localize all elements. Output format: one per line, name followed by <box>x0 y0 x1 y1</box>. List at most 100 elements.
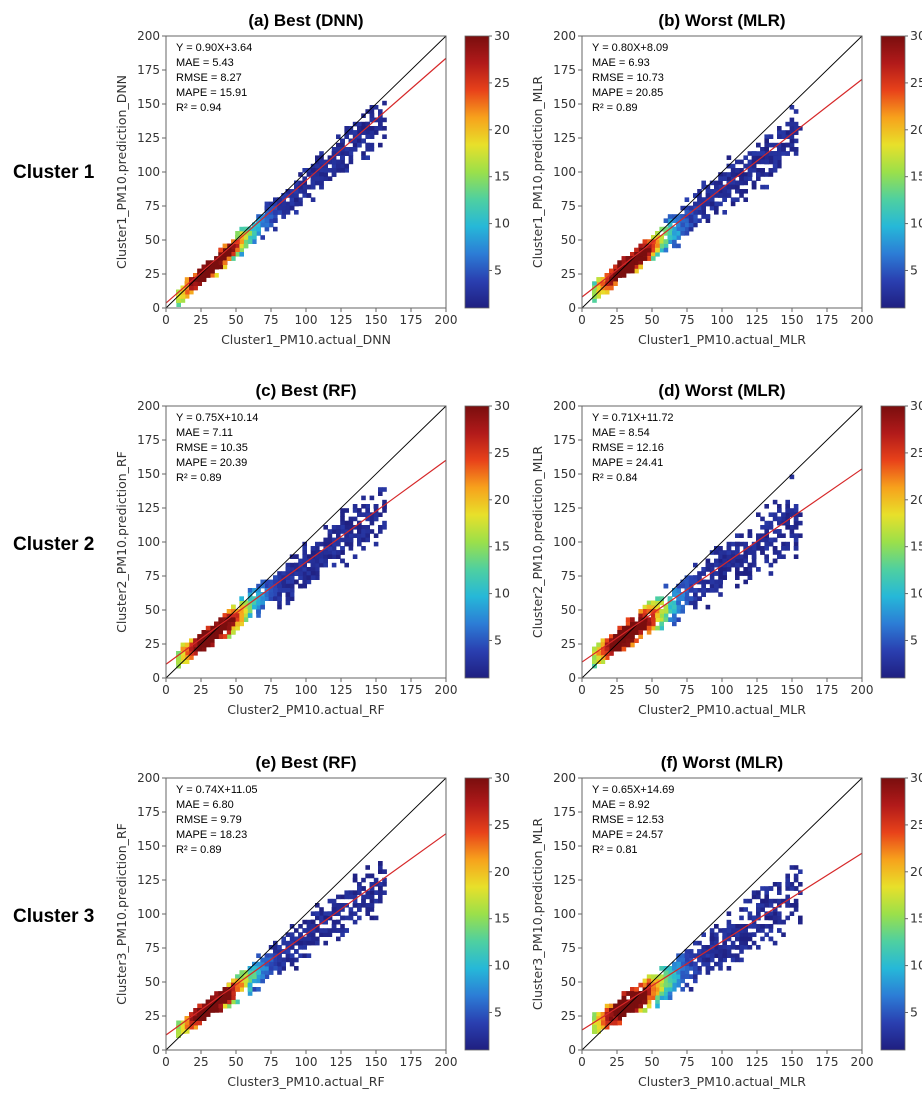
density-cell <box>646 630 652 635</box>
density-cell <box>243 235 249 240</box>
density-cell <box>344 168 349 173</box>
density-cell <box>315 155 320 160</box>
panel-b: (b) Worst (MLR)0 25 50 75 100 125 150 175 200025… <box>530 11 922 347</box>
density-cell <box>319 562 324 568</box>
density-cell <box>634 247 639 253</box>
density-cell <box>378 512 383 517</box>
density-cell <box>336 525 341 530</box>
density-cell <box>260 600 265 606</box>
density-cell <box>294 193 299 198</box>
x-tick-label: 50 <box>228 1055 243 1069</box>
density-cell <box>184 651 190 656</box>
density-cell <box>306 184 312 190</box>
density-cell <box>617 630 622 635</box>
stats-line: R² = 0.89 <box>592 102 638 114</box>
density-cell <box>718 201 723 207</box>
density-cell <box>705 201 711 207</box>
density-cell <box>777 516 782 522</box>
density-cell <box>277 588 282 593</box>
density-cell <box>285 957 291 963</box>
density-cell <box>176 1029 181 1034</box>
density-cell <box>789 147 795 152</box>
density-cell <box>348 533 354 538</box>
density-cell <box>264 966 270 971</box>
stats-line: MAPE = 24.41 <box>592 457 663 469</box>
colorbar-tick-label: 10 <box>494 586 510 601</box>
density-cell <box>180 651 186 656</box>
density-cell <box>634 260 639 265</box>
density-cell <box>260 974 265 979</box>
density-cell <box>344 134 349 139</box>
density-cell <box>310 567 316 572</box>
colorbar-tick-label: 15 <box>494 911 510 926</box>
density-cell <box>323 525 328 530</box>
density-cell <box>357 138 362 144</box>
density-cell <box>730 541 736 547</box>
density-cell <box>663 995 669 1000</box>
density-cell <box>726 184 732 190</box>
density-cell <box>714 550 719 555</box>
density-cell <box>378 121 383 127</box>
density-cell <box>651 235 656 240</box>
y-tick-label: 200 <box>137 29 160 43</box>
density-cell <box>705 214 711 219</box>
density-cell <box>672 600 677 606</box>
density-cell <box>231 609 236 614</box>
y-tick-label: 175 <box>137 63 160 77</box>
density-cell <box>596 294 601 299</box>
density-cell <box>634 268 639 274</box>
density-cell <box>336 928 341 933</box>
density-cell <box>197 1003 202 1009</box>
density-cell <box>340 151 345 156</box>
density-cell <box>214 1003 219 1009</box>
density-cell <box>718 579 723 585</box>
density-cell <box>222 260 228 265</box>
density-cell <box>273 579 278 585</box>
density-cell <box>298 558 303 564</box>
density-cell <box>777 142 782 148</box>
density-cell <box>714 184 719 190</box>
density-cell <box>323 915 328 921</box>
density-cell <box>226 613 232 618</box>
density-cell <box>201 264 207 270</box>
density-cell <box>625 634 631 639</box>
density-cell <box>319 928 324 933</box>
density-cell <box>638 256 643 261</box>
density-cell <box>747 924 753 929</box>
density-cell <box>730 168 736 173</box>
colorbar-tick-label: 30 <box>910 398 922 413</box>
density-cell <box>361 546 366 551</box>
density-cell <box>751 550 757 555</box>
density-cell <box>642 609 648 614</box>
density-cell <box>281 583 286 589</box>
density-cell <box>714 558 719 564</box>
density-cell <box>197 268 202 274</box>
density-cell <box>218 630 223 635</box>
density-cell <box>735 550 740 555</box>
density-cell <box>302 583 307 589</box>
density-cell <box>352 504 358 509</box>
density-cell <box>218 1008 223 1013</box>
y-tick-label: 200 <box>137 771 160 785</box>
colorbar-tick-label: 30 <box>494 28 510 43</box>
density-cell <box>667 214 673 219</box>
density-cell <box>306 953 312 958</box>
density-cell <box>789 134 795 139</box>
density-cell <box>718 571 723 576</box>
density-cell <box>285 575 291 580</box>
density-cell <box>273 966 278 971</box>
x-tick-label: 125 <box>330 683 353 697</box>
density-cell <box>663 218 669 223</box>
y-axis-label: Cluster1_PM10.prediction_DNN <box>114 75 129 269</box>
density-cell <box>264 210 270 215</box>
density-cell <box>298 571 303 576</box>
x-axis-label: Cluster2_PM10.actual_RF <box>227 702 384 717</box>
density-cell <box>294 184 299 190</box>
density-cell <box>772 911 778 916</box>
density-cell <box>718 184 723 190</box>
density-cell <box>184 1024 190 1030</box>
y-tick-label: 125 <box>137 501 160 515</box>
density-cell <box>701 579 706 585</box>
panel-e: (e) Best (RF)0 25 50 75 100 125 150 175 20002550… <box>114 753 510 1089</box>
density-cell <box>760 184 765 190</box>
